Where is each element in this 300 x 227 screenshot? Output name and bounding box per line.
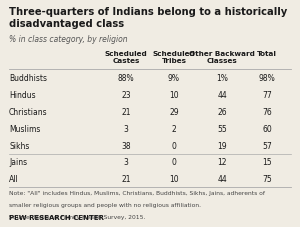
Text: Sikhs: Sikhs — [9, 141, 29, 150]
Text: Hindus: Hindus — [9, 91, 36, 99]
Text: 15: 15 — [262, 158, 272, 167]
Text: 21: 21 — [121, 175, 131, 183]
Text: Scheduled
Tribes: Scheduled Tribes — [153, 51, 195, 64]
Text: 3: 3 — [124, 124, 128, 133]
Text: 44: 44 — [217, 91, 227, 99]
Text: smaller religious groups and people with no religious affiliation.: smaller religious groups and people with… — [9, 202, 201, 207]
Text: 9%: 9% — [168, 74, 180, 83]
Text: 44: 44 — [217, 175, 227, 183]
Text: 76: 76 — [262, 107, 272, 116]
Text: 1%: 1% — [216, 74, 228, 83]
Text: 26: 26 — [217, 107, 227, 116]
Text: 38: 38 — [121, 141, 131, 150]
Text: 77: 77 — [262, 91, 272, 99]
Text: Total: Total — [257, 51, 277, 57]
Text: 2: 2 — [172, 124, 176, 133]
Text: 60: 60 — [262, 124, 272, 133]
Text: 19: 19 — [217, 141, 227, 150]
Text: 0: 0 — [172, 158, 176, 167]
Text: 3: 3 — [124, 158, 128, 167]
Text: Other Backward
Classes: Other Backward Classes — [189, 51, 255, 64]
Text: 55: 55 — [217, 124, 227, 133]
Text: "Religious Composition of India": "Religious Composition of India" — [9, 226, 106, 227]
Text: Muslims: Muslims — [9, 124, 40, 133]
Text: All: All — [9, 175, 19, 183]
Text: 21: 21 — [121, 107, 131, 116]
Text: Scheduled
Castes: Scheduled Castes — [105, 51, 147, 64]
Text: Note: "All" includes Hindus, Muslims, Christians, Buddhists, Sikhs, Jains, adher: Note: "All" includes Hindus, Muslims, Ch… — [9, 190, 265, 195]
Text: Jains: Jains — [9, 158, 27, 167]
Text: 98%: 98% — [259, 74, 275, 83]
Text: 88%: 88% — [118, 74, 134, 83]
Text: 12: 12 — [217, 158, 227, 167]
Text: 23: 23 — [121, 91, 131, 99]
Text: 0: 0 — [172, 141, 176, 150]
Text: 75: 75 — [262, 175, 272, 183]
Text: 10: 10 — [169, 175, 179, 183]
Text: Buddhists: Buddhists — [9, 74, 47, 83]
Text: Source: National Family Health Survey, 2015.: Source: National Family Health Survey, 2… — [9, 214, 146, 219]
Text: Christians: Christians — [9, 107, 48, 116]
Text: 57: 57 — [262, 141, 272, 150]
Text: Three-quarters of Indians belong to a historically
disadvantaged class: Three-quarters of Indians belong to a hi… — [9, 7, 287, 29]
Text: PEW RESEARCH CENTER: PEW RESEARCH CENTER — [9, 214, 104, 220]
Text: % in class category, by religion: % in class category, by religion — [9, 35, 128, 44]
Text: 10: 10 — [169, 91, 179, 99]
Text: 29: 29 — [169, 107, 179, 116]
